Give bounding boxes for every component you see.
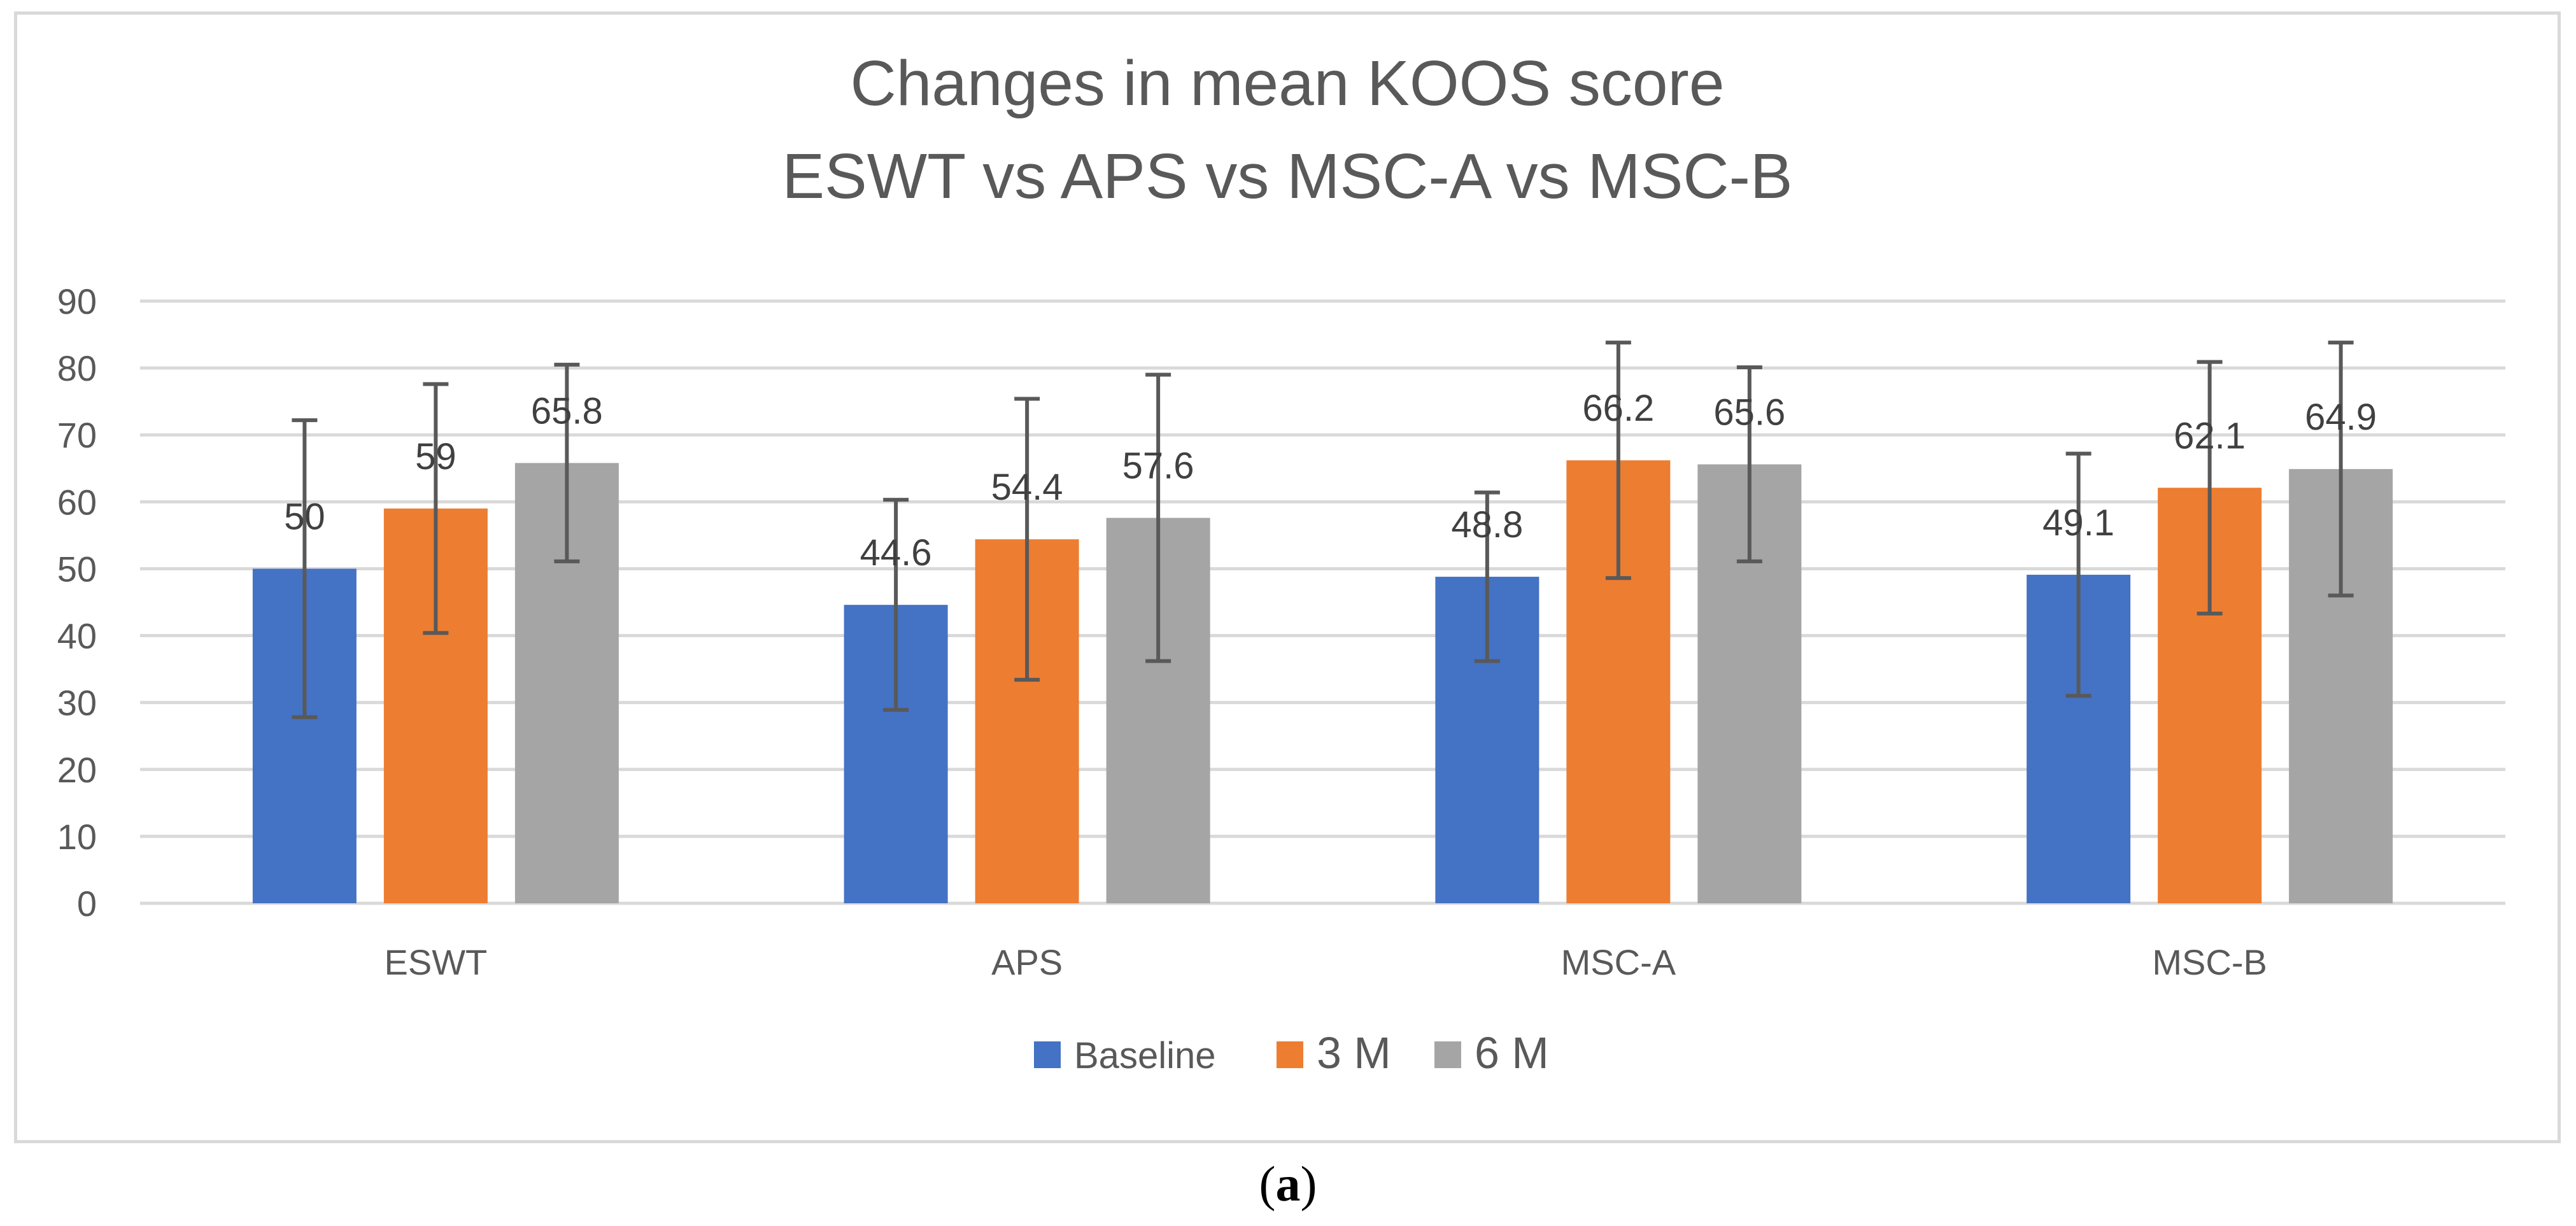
error-bar-APS-Baseline <box>883 498 909 712</box>
data-label: 65.8 <box>531 390 603 432</box>
legend-swatch <box>1034 1041 1061 1068</box>
x-axis-categories: ESWT APS MSC-A MSC-B <box>384 942 2267 982</box>
error-bar-MSC-A-3M <box>1605 341 1631 581</box>
y-tick-label: 30 <box>57 683 97 723</box>
error-bar-MSC-B-3M <box>2197 360 2223 616</box>
category-label-MSC-A: MSC-A <box>1561 942 1676 982</box>
error-bar-MSC-A-6M <box>1736 365 1762 563</box>
y-tick-label: 50 <box>57 549 97 589</box>
bar-chart: Changes in mean KOOS score ESWT vs APS v… <box>57 48 2505 1078</box>
y-tick-label: 40 <box>57 616 97 656</box>
error-bar-APS-6M <box>1145 372 1171 663</box>
data-label: 64.9 <box>2305 397 2377 438</box>
legend-item-6M: 6 M <box>1434 1028 1549 1078</box>
y-axis-ticks: 0 10 20 30 40 50 60 70 80 90 <box>57 281 97 924</box>
data-label: 66.2 <box>1582 388 1654 429</box>
y-tick-label: 20 <box>57 750 97 790</box>
gridlines <box>140 299 2505 905</box>
error-bar-MSC-B-Baseline <box>2065 451 2091 698</box>
legend-label: 3 M <box>1317 1028 1391 1078</box>
data-label: 59 <box>415 436 456 477</box>
legend-swatch <box>1277 1041 1303 1068</box>
y-tick-label: 70 <box>57 415 97 455</box>
data-label: 50 <box>284 496 325 537</box>
category-label-MSC-B: MSC-B <box>2152 942 2267 982</box>
caption-letter: a <box>1275 1156 1301 1211</box>
legend-swatch <box>1434 1041 1461 1068</box>
data-label: 62.1 <box>2174 415 2246 456</box>
y-tick-label: 0 <box>77 884 97 924</box>
error-bar-MSC-B-6M <box>2328 341 2354 598</box>
error-bar-APS-3M <box>1014 397 1040 682</box>
legend-item-Baseline: Baseline <box>1034 1035 1215 1076</box>
figure-caption: (a) <box>0 1155 2576 1213</box>
data-label: 65.6 <box>1713 391 1785 433</box>
y-tick-label: 90 <box>57 281 97 321</box>
data-label: 57.6 <box>1122 446 1194 487</box>
chart-title-line-1: Changes in mean KOOS score <box>851 48 1725 119</box>
data-labels: 50 59 65.8 44.6 54.4 57.6 48.8 66.2 65.6 49.1 62.1… <box>284 388 2377 574</box>
error-bar-MSC-A-Baseline <box>1474 490 1500 663</box>
chart-frame: Changes in mean KOOS score ESWT vs APS v… <box>14 11 2561 1143</box>
category-label-ESWT: ESWT <box>384 942 487 982</box>
legend-label: Baseline <box>1074 1035 1215 1076</box>
category-label-APS: APS <box>991 942 1063 982</box>
data-label: 44.6 <box>860 532 932 574</box>
y-tick-label: 80 <box>57 348 97 388</box>
legend-item-3M: 3 M <box>1277 1028 1391 1078</box>
data-label: 48.8 <box>1451 504 1523 546</box>
legend-label: 6 M <box>1475 1028 1549 1078</box>
data-label: 54.4 <box>991 467 1063 508</box>
error-bar-ESWT-3M <box>423 382 449 635</box>
legend: Baseline 3 M 6 M <box>1034 1028 1549 1078</box>
error-bar-ESWT-Baseline <box>292 418 318 719</box>
data-label: 49.1 <box>2042 502 2114 544</box>
y-tick-label: 60 <box>57 482 97 522</box>
chart-title-line-2: ESWT vs APS vs MSC-A vs MSC-B <box>782 141 1792 212</box>
caption-close: ) <box>1300 1156 1317 1211</box>
error-bars <box>292 341 2354 719</box>
error-bar-ESWT-6M <box>554 362 580 563</box>
y-tick-label: 10 <box>57 817 97 857</box>
caption-open: ( <box>1259 1156 1276 1211</box>
